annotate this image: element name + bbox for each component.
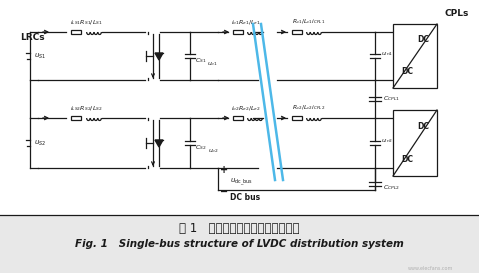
Bar — [233, 30, 243, 34]
Text: $u_{in2}$: $u_{in2}$ — [381, 137, 393, 145]
Text: $C_{S2}$: $C_{S2}$ — [195, 144, 206, 152]
Text: $C_{CPL1}$: $C_{CPL1}$ — [383, 94, 400, 103]
Text: $u_{\mathrm{dc\_bus}}$: $u_{\mathrm{dc\_bus}}$ — [230, 176, 253, 188]
Polygon shape — [155, 140, 163, 147]
Bar — [393, 24, 437, 88]
Polygon shape — [155, 53, 163, 60]
Text: $C_{CPL2}$: $C_{CPL2}$ — [383, 183, 400, 192]
Text: DC: DC — [417, 122, 429, 131]
Text: $u_{S2}$: $u_{S2}$ — [34, 138, 46, 148]
Text: $u_{o2}$: $u_{o2}$ — [207, 147, 218, 155]
Text: Fig. 1   Single-bus structure of LVDC distribution system: Fig. 1 Single-bus structure of LVDC dist… — [75, 239, 403, 249]
Text: $C_{S1}$: $C_{S1}$ — [195, 57, 206, 66]
Text: $i_{o2}R_{e2}/L_{e2}$: $i_{o2}R_{e2}/L_{e2}$ — [231, 105, 261, 113]
Bar — [393, 110, 437, 176]
Text: DC: DC — [401, 67, 413, 76]
Text: www.elecfans.com: www.elecfans.com — [407, 266, 453, 271]
Bar — [0, 0, 479, 215]
Text: DC: DC — [401, 155, 413, 164]
Text: $u_{S1}$: $u_{S1}$ — [34, 51, 46, 61]
Text: +: + — [220, 165, 228, 175]
Bar — [292, 30, 302, 34]
Bar — [71, 30, 81, 34]
Text: $u_{o1}$: $u_{o1}$ — [207, 60, 218, 68]
Text: $R_{c1}/L_{c1}i_{CPL1}$: $R_{c1}/L_{c1}i_{CPL1}$ — [292, 17, 326, 26]
Text: −: − — [220, 187, 228, 197]
Text: LRCs: LRCs — [20, 34, 45, 43]
Text: 图 1   低压直流配电系统单母线结构: 图 1 低压直流配电系统单母线结构 — [179, 221, 299, 235]
Text: CPLs: CPLs — [445, 10, 469, 19]
Text: $i_{o1}R_{e1}/L_{e1}$: $i_{o1}R_{e1}/L_{e1}$ — [231, 19, 261, 27]
Text: $u_{in1}$: $u_{in1}$ — [381, 50, 393, 58]
Bar — [292, 116, 302, 120]
Text: DC: DC — [417, 35, 429, 44]
Text: $R_{c2}/L_{c2}i_{CPL2}$: $R_{c2}/L_{c2}i_{CPL2}$ — [292, 103, 326, 112]
Text: $i_{LS2}R_{S2}/L_{S2}$: $i_{LS2}R_{S2}/L_{S2}$ — [69, 105, 103, 113]
Bar — [233, 116, 243, 120]
Bar — [71, 116, 81, 120]
Text: DC bus: DC bus — [230, 194, 260, 203]
Text: $i_{LS1}R_{S1}/L_{S1}$: $i_{LS1}R_{S1}/L_{S1}$ — [69, 19, 103, 27]
